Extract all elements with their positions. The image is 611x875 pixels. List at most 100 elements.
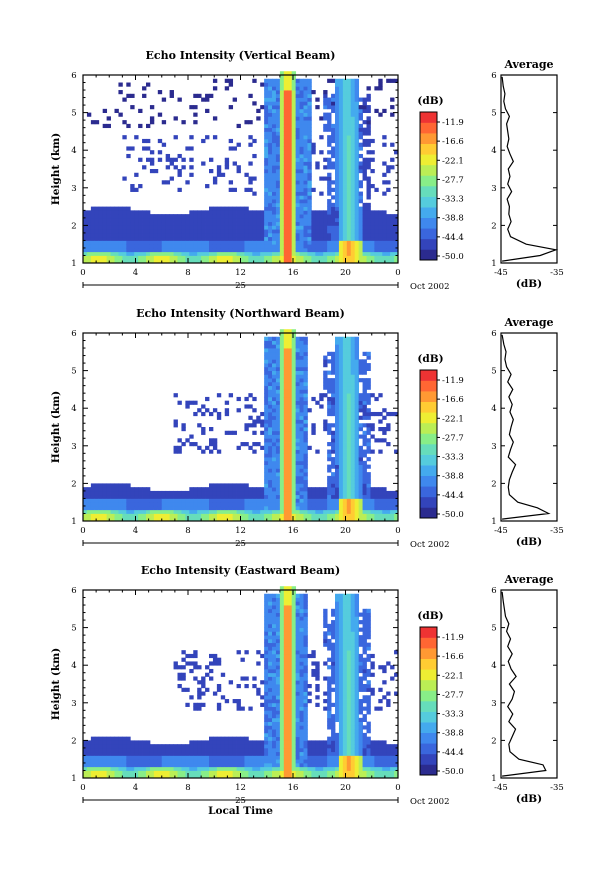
heatmap-cell [268, 131, 273, 136]
heatmap-cell [90, 120, 96, 125]
heatmap-cell [287, 502, 293, 507]
heatmap-cell [256, 498, 261, 503]
heatmap-cell [165, 236, 171, 241]
heatmap-cell [319, 487, 324, 492]
heatmap-cell [331, 393, 336, 398]
heatmap-cell [153, 240, 159, 245]
heatmap-cell [283, 665, 289, 670]
heatmap-cell [212, 740, 218, 745]
heatmap-cell [201, 161, 206, 166]
heatmap-cell [275, 732, 281, 738]
heatmap-cell [287, 116, 293, 121]
heatmap-cell [205, 751, 210, 756]
heatmap-cell [275, 161, 281, 166]
heatmap-cell [354, 255, 360, 260]
heatmap-cell [248, 744, 253, 749]
heatmap-cell [275, 396, 281, 402]
heatmap-cell [382, 494, 387, 499]
heatmap-cell [350, 502, 356, 507]
heatmap-cell [342, 434, 348, 439]
heatmap-cell [264, 479, 269, 484]
heatmap-cell [138, 513, 143, 518]
heatmap-cell [114, 755, 119, 760]
heatmap-cell [287, 736, 293, 741]
heatmap-cell [228, 187, 234, 192]
heatmap-cell [224, 759, 230, 764]
heatmap-cell [260, 505, 265, 511]
heatmap-cell [272, 638, 277, 644]
heatmap-cell [283, 590, 289, 595]
heatmap-cell [201, 684, 206, 689]
heatmap-cell [201, 217, 206, 223]
heatmap-cell [291, 340, 297, 345]
heatmap-cell [212, 766, 218, 771]
heatmap-cell [228, 217, 234, 223]
heatmap-cell [346, 191, 352, 196]
heatmap-cell [189, 157, 194, 162]
heatmap-cell [275, 172, 281, 177]
heatmap-cell [374, 236, 379, 241]
heatmap-cell [374, 214, 379, 219]
heatmap-cell [283, 344, 289, 349]
heatmap-cell [260, 229, 265, 234]
heatmap-cell [291, 411, 297, 417]
heatmap-cell [94, 509, 100, 514]
heatmap-cell [146, 210, 151, 215]
heatmap-cell [209, 498, 214, 503]
heatmap-cell [275, 442, 281, 447]
heatmap-cell [283, 199, 289, 204]
heatmap-cell [335, 479, 340, 484]
heatmap-cell [362, 408, 367, 413]
heatmap-cell [244, 255, 249, 260]
heatmap-cell [335, 123, 340, 129]
heatmap-cell [177, 217, 182, 223]
heatmap-cell [264, 620, 269, 625]
heatmap-cell [295, 475, 300, 481]
heatmap-cell [157, 236, 163, 241]
heatmap-cell [232, 483, 237, 488]
heatmap-cell [236, 221, 241, 226]
heatmap-cell [275, 210, 281, 215]
heatmap-cell [165, 214, 171, 219]
heatmap-cell [283, 702, 289, 707]
heatmap-cell [338, 415, 344, 420]
heatmap-cell [370, 210, 375, 215]
heatmap-cell [299, 378, 304, 383]
heatmap-cell [307, 487, 312, 492]
heatmap-cell [134, 210, 139, 215]
heatmap-cell [311, 430, 316, 435]
heatmap-cell [335, 180, 340, 185]
heatmap-cell [315, 494, 320, 499]
heatmap-cell [165, 502, 171, 507]
heatmap-cell [342, 457, 348, 462]
heatmap-cell [307, 116, 312, 121]
heatmap-cell [122, 755, 127, 760]
heatmap-cell [279, 419, 285, 424]
heatmap-cell [228, 229, 234, 234]
heatmap-cell [275, 668, 281, 674]
heatmap-cell [268, 82, 273, 87]
heatmap-cell [350, 131, 356, 136]
heatmap-cell [268, 608, 273, 613]
heatmap-cell [358, 445, 363, 450]
heatmap-cell [283, 612, 289, 617]
heatmap-cell [98, 736, 104, 741]
heatmap-cell [307, 214, 312, 219]
heatmap-cell [279, 336, 285, 341]
heatmap-cell [138, 744, 143, 749]
heatmap-cell [173, 498, 178, 503]
heatmap-cell [323, 509, 328, 514]
heatmap-cell [169, 759, 174, 764]
heatmap-cell [382, 232, 387, 238]
heatmap-cell [268, 593, 273, 598]
heatmap-cell [358, 221, 363, 226]
heatmap-cell [327, 490, 332, 496]
heatmap-cell [256, 513, 261, 518]
heatmap-cell [350, 93, 356, 98]
heatmap-cell [279, 661, 285, 666]
heatmap-cell [283, 214, 289, 219]
heatmap-cell [268, 259, 273, 264]
heatmap-cell [303, 464, 308, 469]
heatmap-cell [327, 78, 332, 83]
heatmap-cell [201, 502, 206, 507]
